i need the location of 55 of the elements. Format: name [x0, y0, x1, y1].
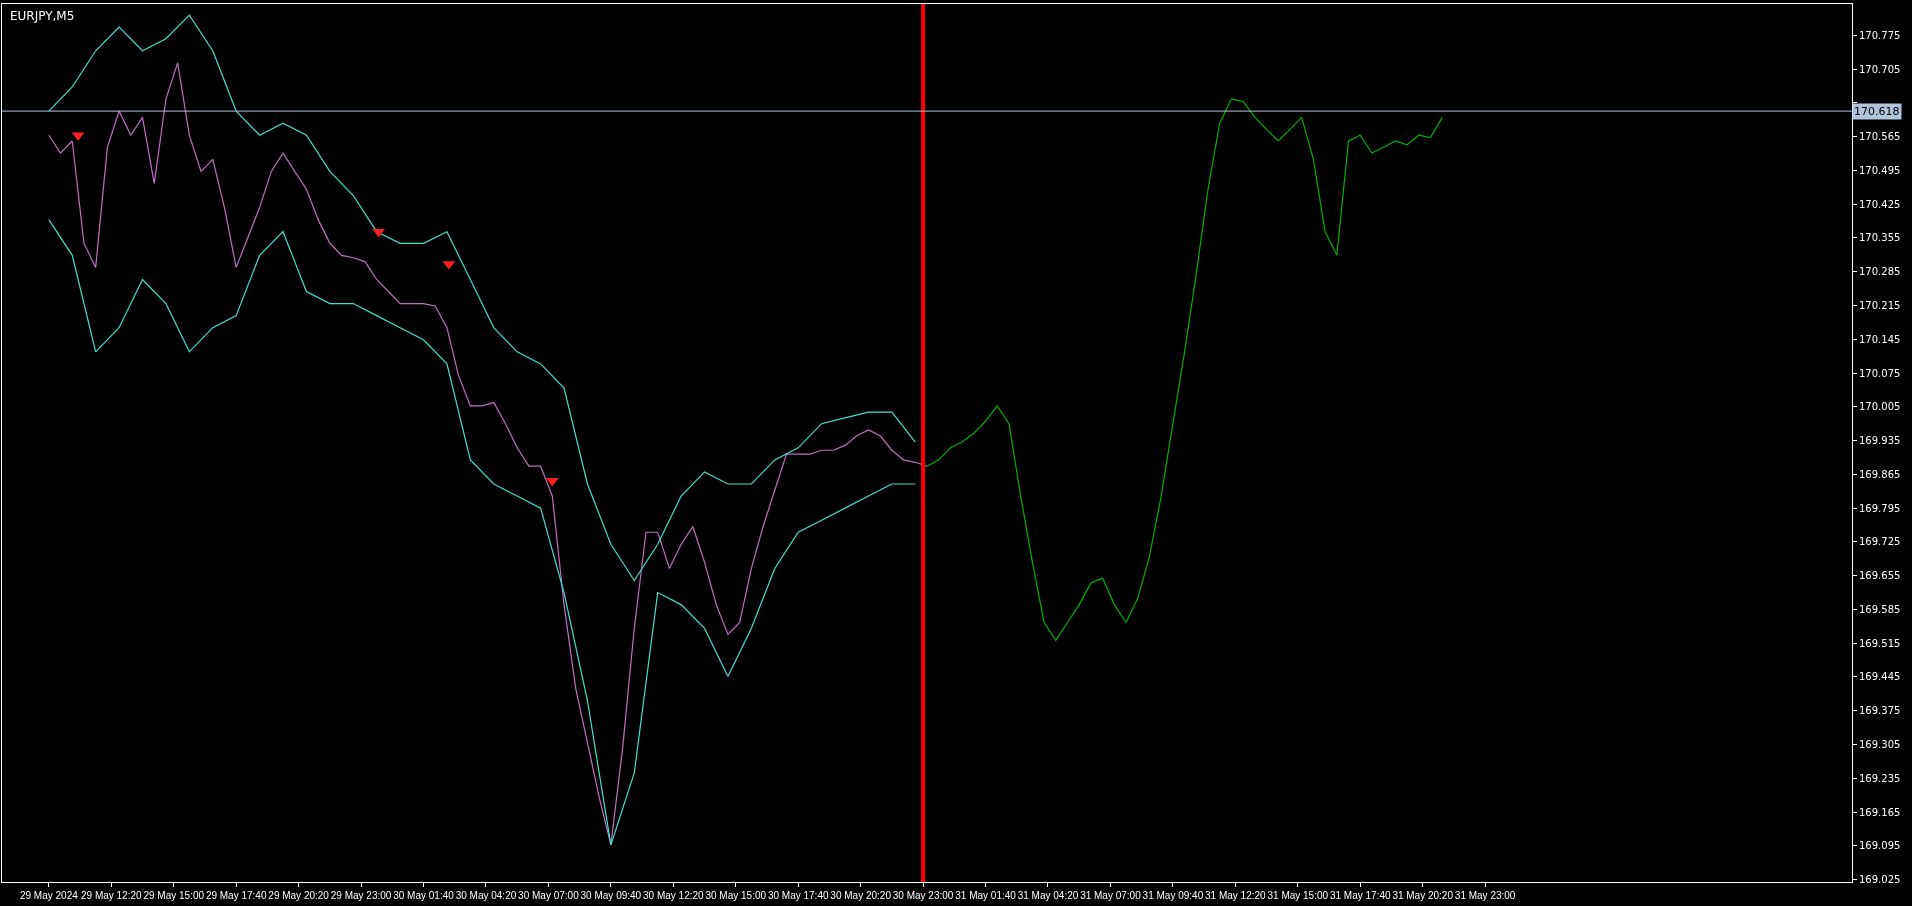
y-tick-label: 169.725	[1859, 536, 1901, 548]
x-tick-label: 30 May 15:00	[705, 890, 767, 901]
point	[545, 477, 559, 487]
y-tick-label: 169.025	[1859, 874, 1901, 886]
line-series	[926, 98, 1443, 641]
x-tick-label: 29 May 15:00	[143, 890, 205, 901]
y-tick-label: 169.375	[1859, 705, 1901, 717]
ref-line-label: 170.618	[1854, 105, 1900, 118]
y-tick-label: 170.705	[1859, 63, 1901, 75]
y-tick-label: 169.795	[1859, 502, 1901, 514]
point	[372, 228, 385, 238]
y-tick-label: 170.145	[1859, 333, 1901, 345]
y-tick-label: 169.445	[1859, 671, 1901, 683]
line-series	[48, 219, 916, 846]
x-tick-label: 30 May 09:40	[580, 890, 642, 901]
x-tick-label: 30 May 23:00	[892, 890, 954, 901]
x-tick-label: 29 May 20:20	[268, 890, 330, 901]
x-tick-label: 31 May 15:00	[1267, 890, 1329, 901]
text: EURJPY,M5	[10, 9, 75, 23]
y-tick-label: 170.495	[1859, 164, 1901, 176]
y-tick-label: 170.285	[1859, 266, 1901, 278]
x-tick-label: 31 May 20:20	[1392, 890, 1454, 901]
y-tick-label: 169.165	[1859, 806, 1901, 818]
x-tick-label: 30 May 12:20	[643, 890, 705, 901]
y-tick-label: 169.655	[1859, 570, 1901, 582]
y-tick-label: 170.425	[1859, 198, 1901, 210]
x-tick-label: 30 May 01:40	[393, 890, 455, 901]
y-tick-label: 169.305	[1859, 739, 1901, 751]
y-tick-label: 170.215	[1859, 300, 1901, 312]
x-tick-label: 30 May 07:00	[518, 890, 580, 901]
y-tick-label: 170.075	[1859, 367, 1901, 379]
x-tick-label: 31 May 01:40	[955, 890, 1017, 901]
y-tick-label: 169.515	[1859, 637, 1901, 649]
x-tick-label: 31 May 07:00	[1080, 890, 1142, 901]
x-tick-label: 31 May 17:40	[1329, 890, 1391, 901]
x-tick-label: 30 May 17:40	[767, 890, 829, 901]
x-tick-label: 30 May 04:20	[455, 890, 517, 901]
y-tick-label: 169.865	[1859, 468, 1901, 480]
y-tick-label: 170.565	[1859, 131, 1901, 143]
y-tick-label: 169.235	[1859, 772, 1901, 784]
y-tick-label: 170.775	[1859, 29, 1901, 41]
x-tick-label: 31 May 09:40	[1142, 890, 1204, 901]
y-tick-label: 169.935	[1859, 435, 1901, 447]
x-tick-label: 29 May 2024	[19, 890, 79, 901]
y-tick-label: 170.355	[1859, 232, 1901, 244]
x-tick-label: 29 May 23:00	[330, 890, 392, 901]
y-tick-label: 169.585	[1859, 603, 1901, 615]
x-tick-label: 31 May 23:00	[1454, 890, 1516, 901]
x-tick-label: 29 May 12:20	[80, 890, 143, 901]
x-tick-label: 31 May 04:20	[1017, 890, 1079, 901]
x-tick-label: 30 May 20:20	[830, 890, 892, 901]
y-tick-label: 169.095	[1859, 840, 1901, 852]
y-tick-label: 170.005	[1859, 401, 1901, 413]
x-tick-label: 29 May 17:40	[205, 890, 267, 901]
x-tick-label: 31 May 12:20	[1205, 890, 1267, 901]
